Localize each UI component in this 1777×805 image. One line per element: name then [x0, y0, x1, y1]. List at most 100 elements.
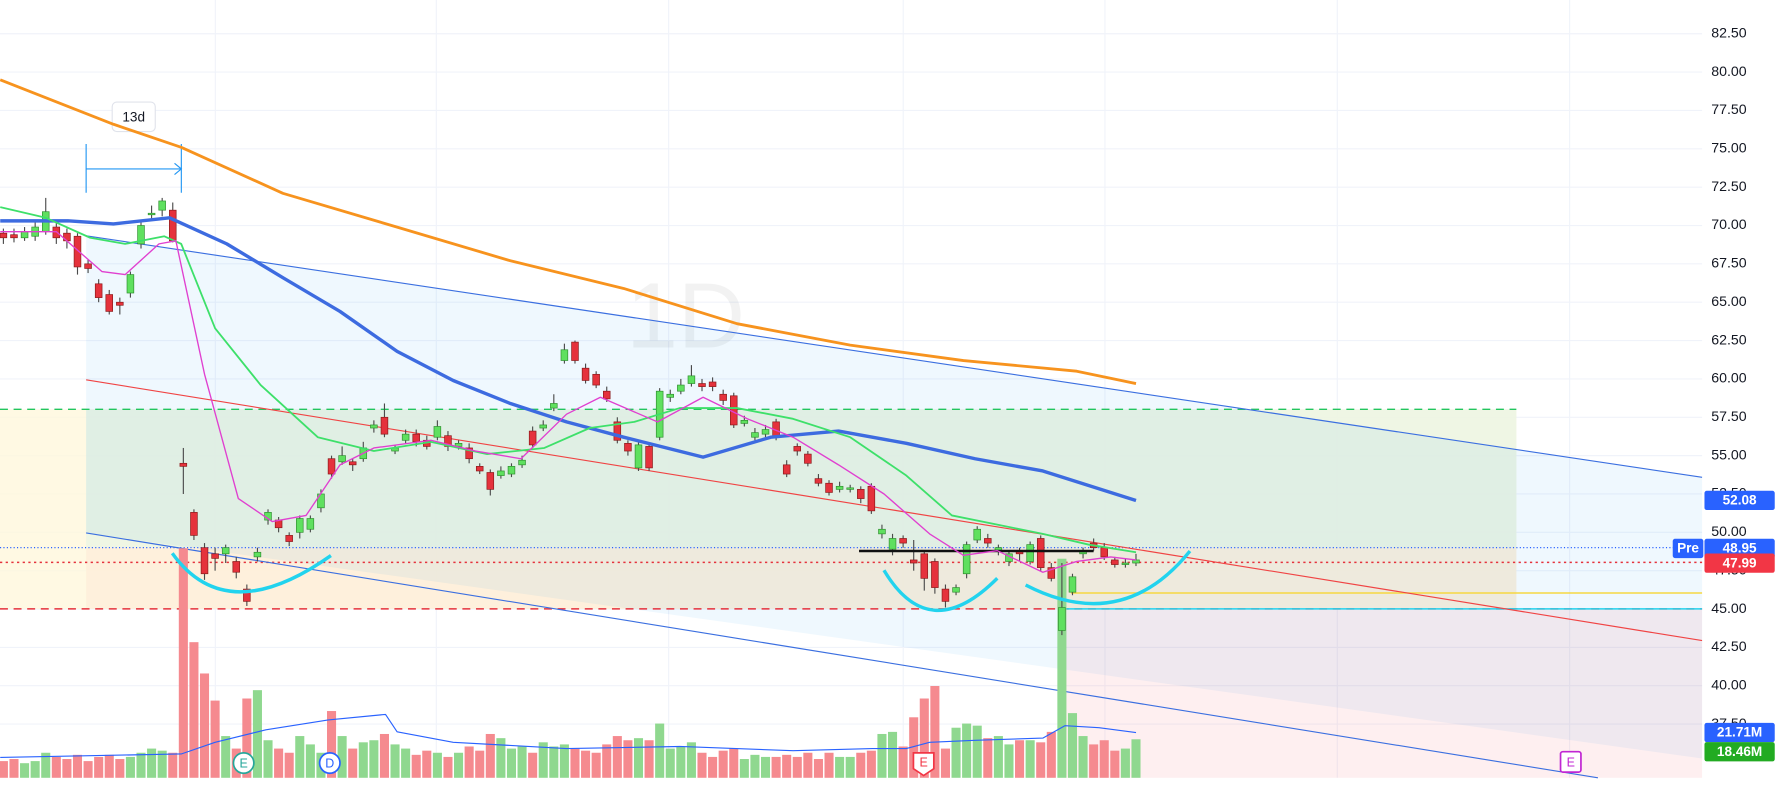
- y-tick-label: 57.50: [1711, 409, 1747, 425]
- candle-body: [984, 538, 992, 544]
- price-tag: [1704, 742, 1775, 762]
- volume-bar: [464, 746, 474, 778]
- volume-bar: [570, 748, 580, 778]
- candle-body: [825, 482, 833, 493]
- event-marker[interactable]: [318, 751, 341, 775]
- candle-body: [740, 420, 749, 424]
- cup-arc: [882, 569, 999, 613]
- volume-bar: [94, 756, 104, 778]
- candle-body: [370, 424, 378, 429]
- cup-arc: [1024, 549, 1192, 606]
- volume-bar: [305, 744, 315, 778]
- candle-body: [221, 547, 230, 555]
- price-tags: 52.08 48.95 Pre 47.99 21.71M 18.46M: [1672, 490, 1775, 762]
- volume-bar: [739, 759, 749, 778]
- volume-bar: [83, 761, 93, 778]
- candle-body: [1047, 567, 1056, 579]
- candle-body: [84, 263, 92, 269]
- candle-body: [920, 553, 929, 579]
- volume-bar: [295, 736, 305, 778]
- volume-bar: [877, 733, 887, 778]
- volume-bar: [782, 754, 792, 778]
- candle-body: [888, 538, 897, 550]
- event-label: E: [1567, 755, 1575, 769]
- volume-bar: [252, 690, 262, 778]
- volume-bar: [284, 752, 294, 778]
- volume-bar: [72, 754, 83, 778]
- volume-bar: [591, 752, 601, 778]
- price-tag: [1704, 553, 1775, 573]
- channel-middle: [86, 379, 1703, 642]
- price-tag-label: 48.95: [1723, 541, 1757, 556]
- volume-bar: [178, 548, 188, 778]
- volume-bar: [962, 723, 972, 778]
- y-tick-label: 70.00: [1711, 217, 1747, 233]
- candle-body: [306, 518, 315, 530]
- price-tag-label: 47.99: [1723, 555, 1757, 570]
- candle-body: [253, 551, 262, 558]
- price-tag-label: 21.71M: [1717, 725, 1762, 740]
- y-tick-label: 85.00: [1711, 0, 1747, 3]
- candle-body: [528, 430, 537, 446]
- line-series: [0, 206, 1137, 554]
- candle-body: [592, 373, 600, 386]
- volume-bar: [1110, 750, 1120, 778]
- candle-body: [1111, 559, 1119, 565]
- candle-body: [560, 349, 569, 361]
- volume-bar: [20, 763, 30, 778]
- candle-body: [147, 212, 156, 216]
- event-label: E: [240, 756, 248, 770]
- range-label: 13d: [122, 110, 145, 125]
- volume-bar: [104, 754, 114, 778]
- candle-body: [190, 512, 198, 536]
- candle-body: [433, 426, 442, 438]
- volume-bar: [147, 748, 157, 778]
- candle-body: [666, 393, 674, 398]
- candle-body: [158, 200, 166, 211]
- candle-body: [867, 485, 876, 512]
- line-series: [0, 713, 1137, 758]
- candle-body: [338, 455, 346, 463]
- candle-body: [550, 403, 558, 409]
- volume-bar: [528, 752, 538, 778]
- volume-bar: [379, 733, 389, 778]
- event-marker[interactable]: [912, 751, 935, 777]
- y-tick-label: 65.00: [1711, 294, 1747, 310]
- event-marker[interactable]: [1559, 750, 1582, 773]
- volume-bar: [581, 750, 591, 778]
- candle-body: [465, 447, 473, 460]
- volume-bar: [432, 752, 442, 778]
- volume-bar: [771, 756, 781, 778]
- volume-bar: [644, 740, 654, 778]
- volume-bar: [0, 761, 8, 778]
- candle-body: [793, 446, 802, 452]
- volume-bar: [210, 700, 220, 778]
- candle-body: [169, 209, 177, 242]
- candle-body: [603, 390, 611, 400]
- volume-bar: [9, 759, 19, 778]
- event-label: E: [919, 755, 927, 769]
- pre-label: Pre: [1677, 541, 1699, 556]
- volume-bar: [792, 756, 802, 778]
- volume-bar: [125, 756, 135, 778]
- volume-bar: [30, 761, 40, 778]
- candle-body: [857, 489, 865, 499]
- y-tick-label: 67.50: [1711, 256, 1747, 272]
- y-tick-label: 77.50: [1711, 102, 1747, 118]
- volume-bar: [951, 727, 961, 778]
- volume-bar: [972, 725, 982, 778]
- candle-body: [94, 283, 103, 298]
- candle-body: [677, 384, 685, 392]
- candle-body: [539, 424, 547, 429]
- event-marker[interactable]: [232, 751, 255, 775]
- y-tick-label: 42.50: [1711, 639, 1747, 655]
- candle-body: [105, 294, 113, 312]
- candle-body: [878, 528, 886, 535]
- volume-bar: [1004, 744, 1014, 778]
- volume-bar: [1036, 742, 1046, 778]
- range-arrowhead: [174, 162, 183, 176]
- candle-body: [751, 432, 759, 438]
- volume-bar: [422, 750, 432, 778]
- volume-bar: [1120, 748, 1130, 778]
- candle-body: [761, 429, 770, 435]
